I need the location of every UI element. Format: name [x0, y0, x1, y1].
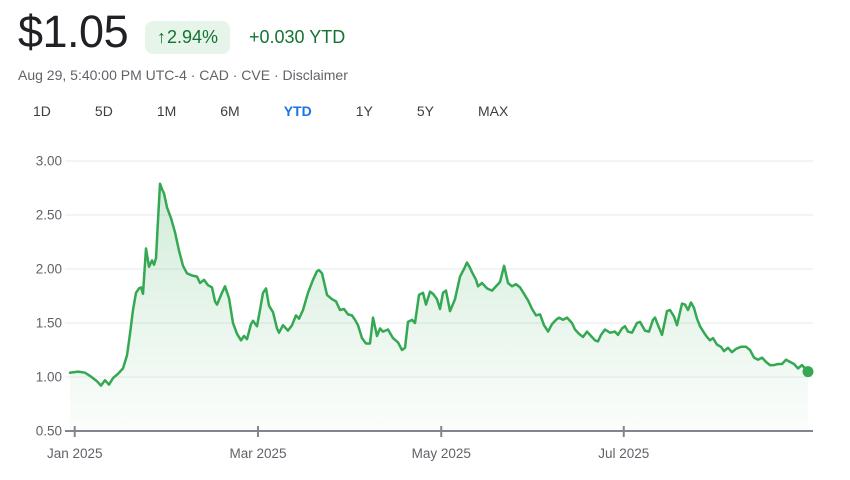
tab-5d[interactable]: 5D	[94, 103, 113, 119]
y-axis-label: 2.00	[36, 262, 62, 277]
quote-datetime: Aug 29, 5:40:00 PM UTC-4 · CAD · CVE ·	[18, 67, 279, 83]
price-line	[68, 182, 810, 387]
change-percent-badge: ↑ 2.94%	[145, 21, 231, 54]
x-axis-label: Mar 2025	[229, 446, 286, 461]
quote-meta: Aug 29, 5:40:00 PM UTC-4 · CAD · CVE · D…	[18, 66, 348, 84]
up-arrow-icon: ↑	[157, 27, 166, 47]
current-price: $1.05	[18, 6, 129, 57]
y-axis-label: 3.00	[36, 154, 62, 169]
tab-5y[interactable]: 5Y	[416, 103, 434, 119]
x-axis-label: Jul 2025	[598, 446, 649, 461]
tab-max[interactable]: MAX	[477, 103, 509, 119]
range-tabs: 1D 5D 1M 6M YTD 1Y 5Y MAX	[33, 102, 508, 120]
tab-1m[interactable]: 1M	[156, 103, 177, 119]
tab-1y[interactable]: 1Y	[355, 103, 373, 119]
price-chart[interactable]: 3.00 2.50 2.00 1.50 1.00 0.50 Jan 2025 Mar 2025…	[0, 140, 850, 480]
y-axis-label: 2.50	[36, 208, 62, 223]
disclaimer-link[interactable]: Disclaimer	[282, 67, 348, 83]
y-axis-label: 1.50	[36, 316, 62, 331]
tab-1d[interactable]: 1D	[33, 103, 51, 119]
change-percent-value: 2.94%	[167, 27, 219, 47]
current-price-dot	[802, 366, 814, 378]
y-axis-label: 0.50	[36, 424, 62, 439]
tab-ytd[interactable]: YTD	[283, 103, 312, 119]
x-axis-label: Jan 2025	[47, 446, 103, 461]
y-axis-label: 1.00	[36, 370, 62, 385]
x-axis-label: May 2025	[412, 446, 471, 461]
tab-6m[interactable]: 6M	[220, 103, 240, 119]
change-absolute-ytd: +0.030 YTD	[249, 27, 346, 47]
